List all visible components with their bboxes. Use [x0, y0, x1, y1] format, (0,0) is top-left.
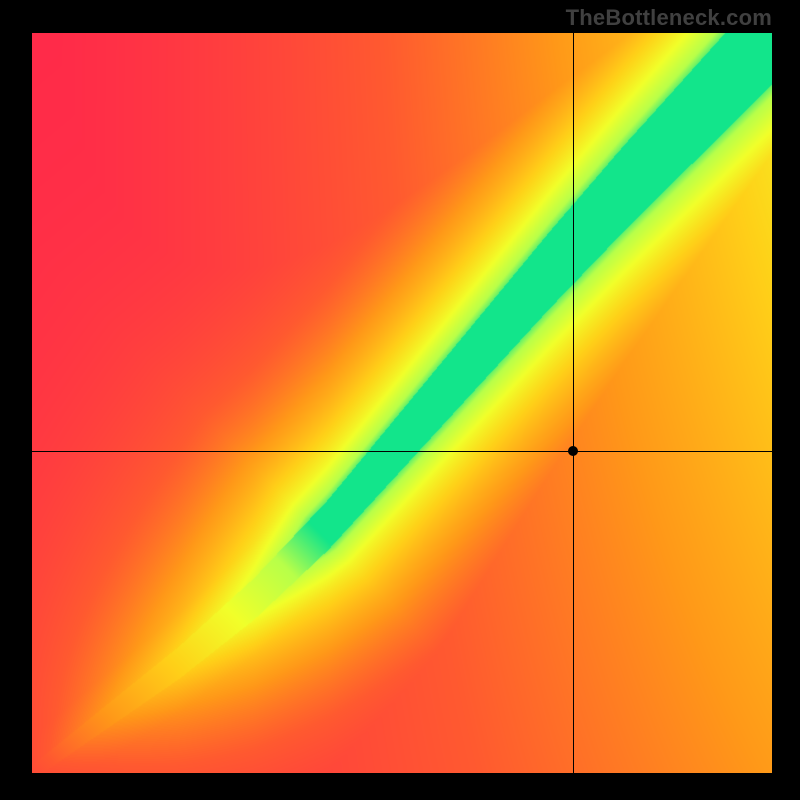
watermark-text: TheBottleneck.com	[566, 5, 772, 31]
crosshair-horizontal	[32, 451, 772, 452]
crosshair-dot	[568, 446, 578, 456]
heatmap-canvas	[32, 33, 772, 773]
crosshair-vertical	[573, 33, 574, 773]
chart-container: TheBottleneck.com	[0, 0, 800, 800]
